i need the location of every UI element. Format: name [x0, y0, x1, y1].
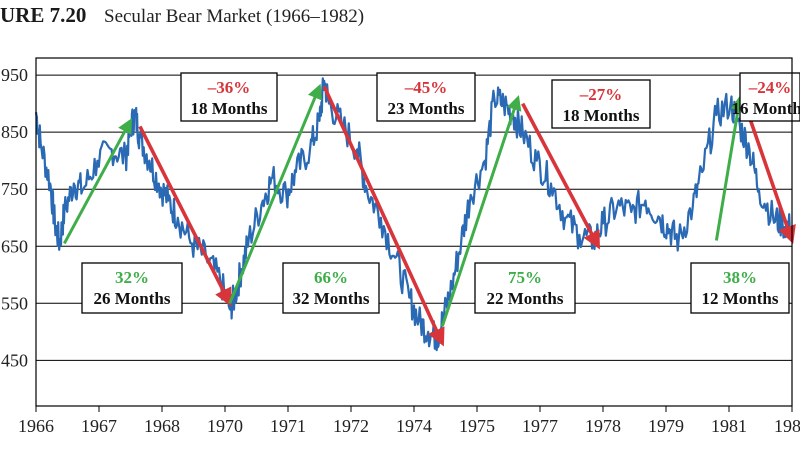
uptrend-arrow [228, 83, 322, 304]
annotation-box [180, 72, 278, 122]
y-tick-label: 650 [1, 236, 28, 256]
downtrend-arrow [138, 125, 232, 307]
y-tick-label: 450 [1, 350, 28, 370]
duration-label: 16 Months [732, 99, 800, 118]
x-tick-label: 1968 [144, 416, 180, 436]
x-tick-label: 1970 [207, 416, 243, 436]
percent-change: –27% [579, 85, 623, 104]
plot-frame [35, 57, 793, 407]
y-tick-label: 750 [1, 179, 28, 199]
trend-annotation: 66% 32 Months [282, 262, 380, 314]
annotation-box [81, 262, 183, 314]
x-tick-label: 1981 [711, 416, 747, 436]
x-tick-label: 1972 [333, 416, 369, 436]
trend-annotation: 75% 22 Months [474, 262, 576, 314]
duration-label: 32 Months [293, 289, 370, 308]
annotation-box [376, 72, 476, 122]
downtrend-arrow [322, 85, 445, 347]
duration-label: 26 Months [94, 289, 171, 308]
annotation-box [739, 72, 800, 122]
duration-label: 12 Months [702, 289, 779, 308]
uptrend-arrow [714, 94, 746, 241]
percent-change: 66% [314, 268, 348, 287]
annotation-box [282, 262, 380, 314]
duration-label: 23 Months [388, 99, 465, 118]
y-axis-ticks: 950 850 750 650 550 450 [1, 65, 28, 370]
trend-annotation: –24% 16 Months [732, 72, 800, 122]
trend-annotation: –27% 18 Months [551, 79, 651, 129]
duration-label: 18 Months [191, 99, 268, 118]
percent-change: 38% [723, 268, 757, 287]
x-tick-label: 1979 [648, 416, 684, 436]
downtrend-arrow [743, 103, 796, 244]
x-tick-label: 1977 [522, 416, 558, 436]
uptrend-arrow [63, 118, 132, 245]
trend-arrows [63, 83, 796, 347]
percent-change: –45% [404, 78, 448, 97]
percent-change: 32% [115, 268, 149, 287]
percent-change: 75% [508, 268, 542, 287]
y-tick-label: 850 [1, 122, 28, 142]
x-tick-label: 1971 [270, 416, 306, 436]
x-tick-label: 1967 [81, 416, 117, 436]
x-tick-label: 1974 [396, 416, 432, 436]
downtrend-arrow [521, 102, 600, 250]
duration-label: 18 Months [563, 106, 640, 125]
trend-annotation: 32% 26 Months [81, 262, 183, 314]
series-line [34, 77, 794, 352]
annotation-box [551, 79, 651, 129]
figure-number: URE 7.20 [0, 3, 86, 27]
x-tick-label: 1982 [774, 416, 800, 436]
x-tick-label: 1975 [459, 416, 495, 436]
annotation-box [474, 262, 576, 314]
percent-change: –24% [748, 78, 792, 97]
figure-title: Secular Bear Market (1966–1982) [104, 6, 364, 27]
y-tick-label: 550 [1, 293, 28, 313]
y-tick-label: 950 [1, 65, 28, 85]
trend-annotation: –36% 18 Months [180, 72, 278, 122]
x-tick-label: 1966 [18, 416, 54, 436]
x-tick-label: 1978 [585, 416, 621, 436]
annotation-box [690, 262, 790, 314]
trend-annotation: 38% 12 Months [690, 262, 790, 314]
uptrend-arrow [440, 95, 522, 327]
trend-annotation: –45% 23 Months [376, 72, 476, 122]
percent-change: –36% [207, 78, 251, 97]
x-axis-ticks: 1966 1967 1968 1970 1971 1972 1974 1975 1977 1978… [18, 406, 800, 436]
duration-label: 22 Months [487, 289, 564, 308]
trend-labels: 32% 26 Months –36% 18 Months 66% 32 Months –45… [81, 72, 800, 314]
